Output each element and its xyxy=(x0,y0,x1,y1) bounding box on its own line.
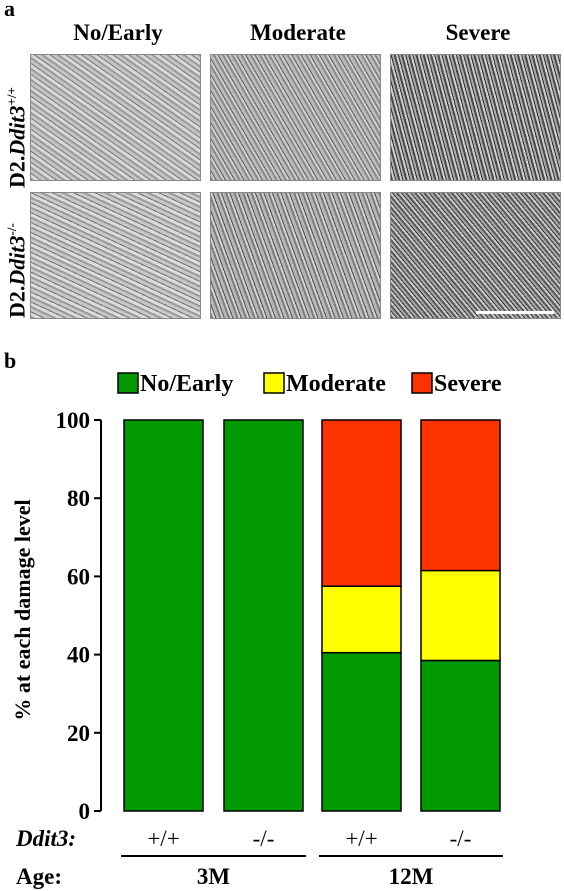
bar-segment xyxy=(223,419,304,812)
genotype-label: -/- xyxy=(253,826,275,851)
legend-label: No/Early xyxy=(140,371,233,397)
column-header-moderate: Moderate xyxy=(250,20,346,45)
bar-segment xyxy=(321,651,402,812)
column-header-no-early: No/Early xyxy=(73,20,163,45)
y-tick-label: 20 xyxy=(67,721,90,746)
legend-label: Severe xyxy=(434,371,502,397)
legend-swatch xyxy=(117,372,139,394)
micrograph-wildtype-no-early xyxy=(30,54,201,181)
chart-legend: No/Early Moderate Severe xyxy=(117,371,502,397)
micrograph-wildtype-severe xyxy=(390,54,561,181)
panel-a-letter: a xyxy=(4,0,15,21)
x-axis-rows: Ddit3: +/+ -/- +/+ -/- Age: 3M 12M xyxy=(15,826,503,889)
bar-segment xyxy=(123,419,204,812)
y-axis-label: % at each damage level xyxy=(10,499,35,720)
genotype-label: -/- xyxy=(450,826,472,851)
micrograph-knockout-no-early xyxy=(30,192,201,319)
micrograph-wildtype-moderate xyxy=(210,54,381,181)
y-tick-label: 80 xyxy=(67,486,90,511)
micrograph-knockout-moderate xyxy=(210,192,381,319)
bar-segment xyxy=(321,419,402,587)
legend-swatch xyxy=(263,372,285,394)
y-tick-label: 0 xyxy=(79,799,91,824)
age-group-label: 12M xyxy=(389,864,434,889)
bar-segment xyxy=(420,659,501,812)
scale-bar xyxy=(476,311,554,314)
genotype-row-label: Ddit3: xyxy=(15,826,76,851)
y-axis: 0 20 40 60 80 100 xyxy=(56,408,102,824)
age-row-label: Age: xyxy=(16,864,62,889)
age-group-label: 3M xyxy=(197,864,231,889)
bar-segment xyxy=(420,569,501,662)
micrograph-knockout-severe xyxy=(390,192,561,319)
chart-bars xyxy=(123,419,501,812)
column-header-severe: Severe xyxy=(445,20,511,45)
y-tick-label: 60 xyxy=(67,564,90,589)
y-tick-label: 40 xyxy=(67,643,90,668)
bar-segment xyxy=(420,419,501,572)
panel-b-letter: b xyxy=(4,348,17,373)
legend-label: Moderate xyxy=(286,371,386,397)
y-tick-label: 100 xyxy=(56,408,91,433)
genotype-label: +/+ xyxy=(147,826,179,851)
legend-swatch xyxy=(411,372,433,394)
genotype-label: +/+ xyxy=(345,826,377,851)
bar-segment xyxy=(321,585,402,654)
